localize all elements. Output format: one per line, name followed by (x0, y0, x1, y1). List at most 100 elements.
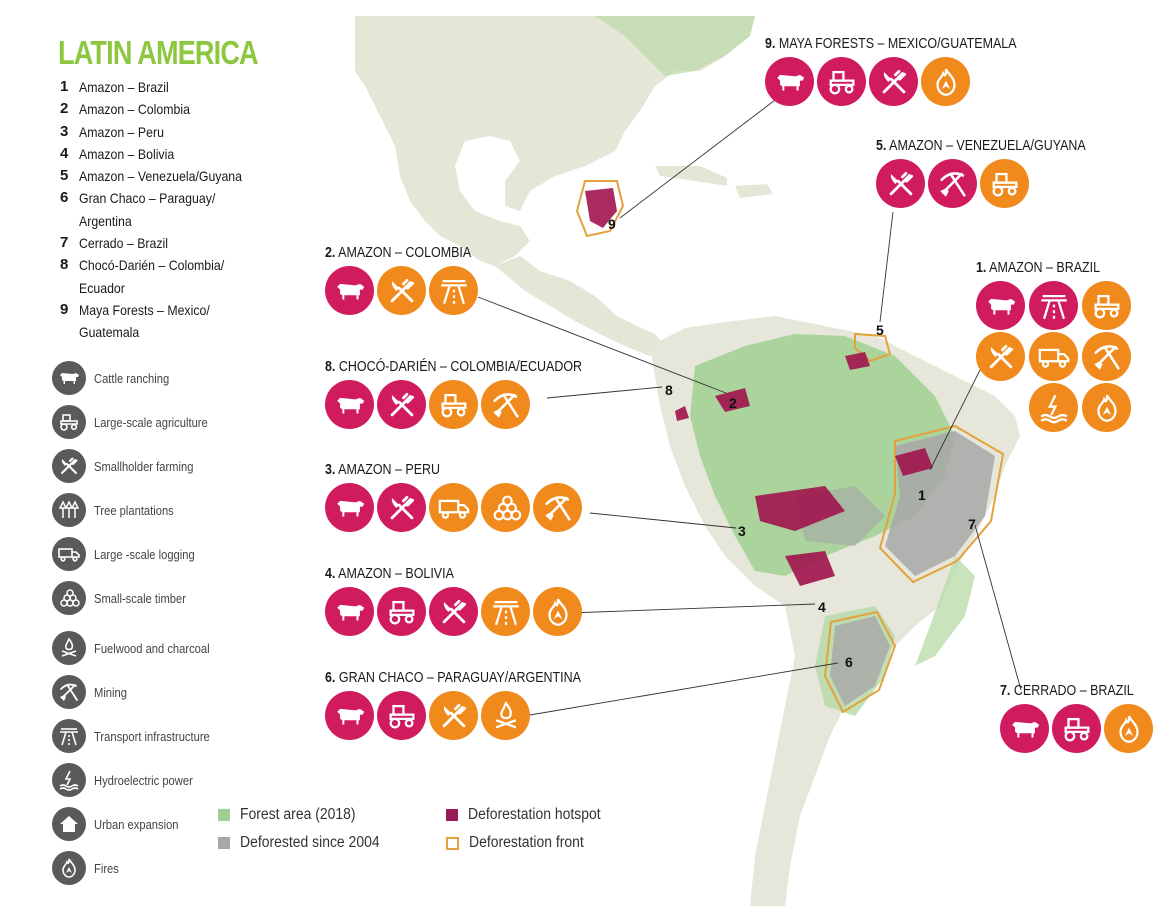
fork-knife-icon (377, 266, 426, 315)
fire-icon (1104, 704, 1153, 753)
region-name: Maya Forests – Mexico/ Guatemala (79, 301, 210, 341)
driver-legend: Cattle ranching Large-scale agriculture Sm… (52, 356, 282, 890)
logs-icon (481, 483, 530, 532)
callout-maya-forests: 9. MAYA FORESTS – MEXICO/GUATEMALA (765, 36, 1057, 106)
driver-label: Tree plantations (94, 502, 174, 518)
driver-legend-item: Fires (52, 846, 282, 890)
front-outline-3 (854, 332, 892, 363)
driver-label: Urban expansion (94, 816, 179, 832)
driver-icon-row (976, 281, 1133, 432)
fire-icon (533, 587, 582, 636)
fire-icon (921, 57, 970, 106)
hotspot-marks (585, 188, 933, 586)
fork-knife-icon (377, 380, 426, 429)
callout-title: 9. MAYA FORESTS – MEXICO/GUATEMALA (765, 36, 1017, 52)
driver-label: Mining (94, 684, 127, 700)
tractor-icon (429, 380, 478, 429)
callout-title-text: AMAZON – PERU (338, 462, 441, 478)
callout-number: 6. (325, 670, 336, 686)
region-number: 9 (60, 300, 69, 318)
region-item: 7 Cerrado – Brazil (60, 232, 270, 254)
trees-icon (52, 493, 86, 527)
fork-knife-icon (976, 332, 1025, 381)
cattle-icon (52, 361, 86, 395)
north-america-forest (595, 16, 755, 76)
callout-title: 4. AMAZON – BOLIVIA (325, 566, 546, 582)
callout-title-text: AMAZON – COLOMBIA (338, 245, 472, 261)
callout-title-text: MAYA FORESTS – MEXICO/GUATEMALA (778, 36, 1017, 52)
house-icon (52, 807, 86, 841)
region-item: 9 Maya Forests – Mexico/ Guatemala (60, 299, 270, 344)
region-name: Amazon – Colombia (79, 101, 190, 118)
region-name: Amazon – Venezuela/Guyana (79, 168, 243, 185)
deforested-area-2 (830, 616, 890, 706)
central-america-land (495, 256, 665, 356)
callout-amazon-brazil: 1. AMAZON – BRAZIL (976, 260, 1133, 432)
driver-icon-row (325, 587, 582, 636)
region-name: Chocó-Darién – Colombia/ Ecuador (79, 257, 225, 296)
callout-number: 2. (325, 245, 336, 261)
region-name: Amazon – Brazil (79, 79, 169, 95)
callout-title: 1. AMAZON – BRAZIL (976, 260, 1111, 276)
pick-shovel-icon (533, 483, 582, 532)
road-icon (429, 266, 478, 315)
callout-number: 8. (325, 359, 336, 375)
callout-title-text: CHOCÓ-DARIÉN – COLOMBIA/ECUADOR (338, 359, 583, 375)
callout-amazon-colombia: 2. AMAZON – COLOMBIA (325, 245, 495, 315)
driver-legend-item: Large-scale agriculture (52, 400, 282, 444)
driver-legend-item: Transport infrastructure (52, 714, 282, 758)
region-item: 8 Chocó-Darién – Colombia/ Ecuador (60, 254, 270, 299)
map-label-7: 7 (968, 516, 976, 532)
driver-label: Cattle ranching (94, 370, 170, 386)
callout-cerrado: 7. CERRADO – BRAZIL (1000, 683, 1156, 753)
tractor-icon (817, 57, 866, 106)
deforested-area-1 (885, 431, 995, 576)
callout-title-text: GRAN CHACO – PARAGUAY/ARGENTINA (338, 670, 581, 686)
callout-title-text: AMAZON – BOLIVIA (338, 566, 454, 582)
region-name: Amazon – Bolivia (79, 145, 175, 162)
hydro-icon (1029, 383, 1078, 432)
callout-amazon-bolivia: 4. AMAZON – BOLIVIA (325, 566, 582, 636)
region-item: 1 Amazon – Brazil (60, 76, 270, 98)
road-icon (481, 587, 530, 636)
tractor-icon (52, 405, 86, 439)
key-deforested-label: Deforested since 2004 (240, 834, 380, 851)
map-label-5: 5 (876, 322, 884, 338)
map (355, 16, 1171, 906)
callout-number: 4. (325, 566, 336, 582)
callout-number: 5. (876, 138, 887, 154)
region-number: 7 (60, 234, 69, 252)
deforested-swatch (218, 837, 230, 849)
key-front: Deforestation front (446, 834, 597, 852)
campfire-icon (52, 631, 86, 665)
truck-icon (1029, 332, 1078, 381)
driver-label: Transport infrastructure (94, 728, 210, 744)
fork-knife-icon (429, 691, 478, 740)
fork-knife-icon (377, 483, 426, 532)
driver-legend-item: Large -scale logging (52, 532, 282, 576)
callout-title-text: AMAZON – BRAZIL (989, 260, 1101, 276)
truck-icon (429, 483, 478, 532)
driver-legend-item: Tree plantations (52, 488, 282, 532)
front-outline-4 (575, 180, 625, 238)
tractor-icon (377, 691, 426, 740)
driver-legend-item: Smallholder farming (52, 444, 282, 488)
callout-number: 3. (325, 462, 336, 478)
driver-icon-row (765, 57, 1057, 106)
key-forest: Forest area (2018) (218, 806, 368, 824)
atlantic-forest (915, 556, 975, 666)
region-name: Cerrado – Brazil (79, 235, 169, 252)
hotspot-swatch (446, 809, 458, 821)
hispaniola-land (735, 184, 773, 198)
cattle-icon (325, 587, 374, 636)
page-title: LATIN AMERICA (58, 34, 259, 71)
tractor-icon (980, 159, 1029, 208)
callout-amazon-peru: 3. AMAZON – PERU (325, 462, 582, 532)
road-icon (52, 719, 86, 753)
driver-icon-row (325, 483, 582, 532)
region-number: 1 (60, 78, 69, 95)
callout-title: 8. CHOCÓ-DARIÉN – COLOMBIA/ECUADOR (325, 359, 582, 375)
front-swatch (446, 836, 459, 850)
callout-gran-chaco: 6. GRAN CHACO – PARAGUAY/ARGENTINA (325, 670, 623, 740)
